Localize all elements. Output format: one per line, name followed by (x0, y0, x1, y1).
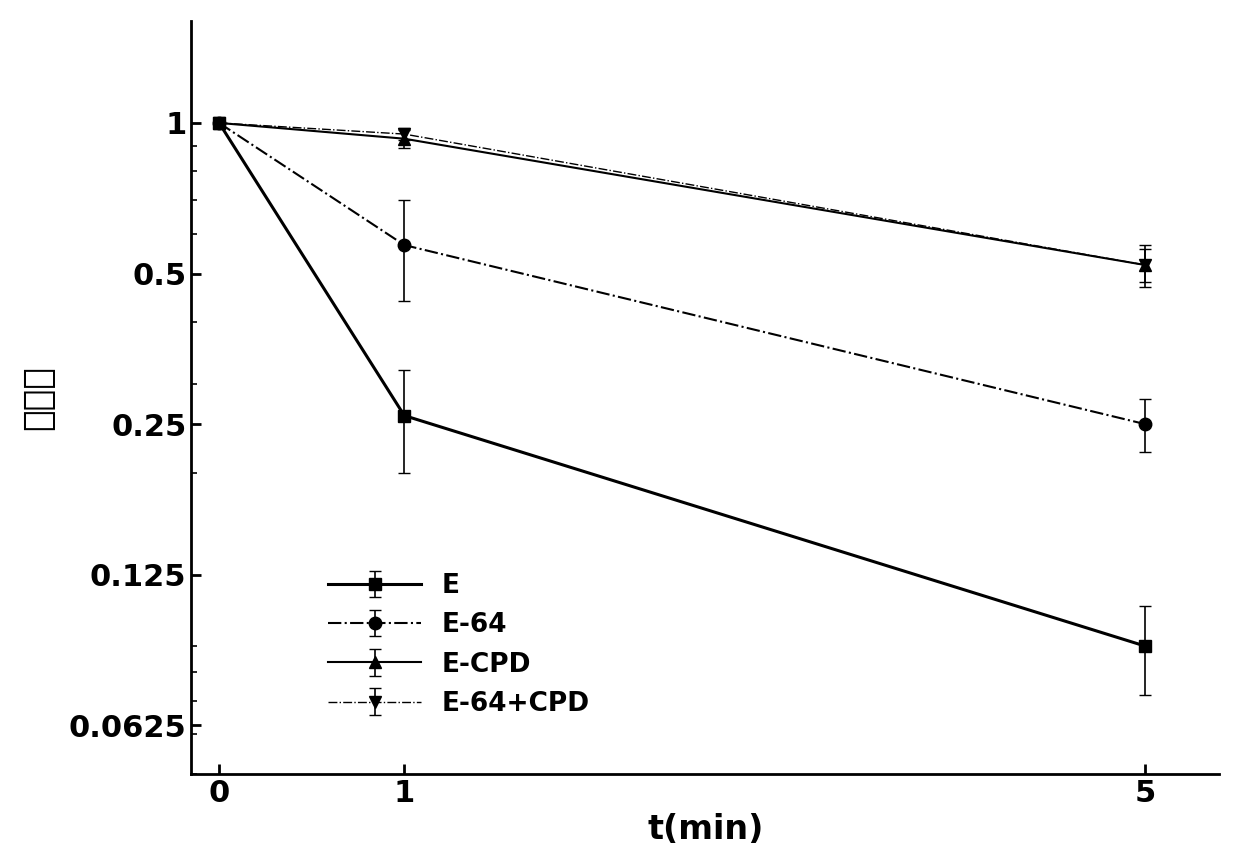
Y-axis label: 存活率: 存活率 (21, 365, 55, 430)
Legend: E, E-64, E-CPD, E-64+CPD: E, E-64, E-CPD, E-64+CPD (308, 552, 611, 738)
X-axis label: t(min): t(min) (647, 813, 764, 846)
